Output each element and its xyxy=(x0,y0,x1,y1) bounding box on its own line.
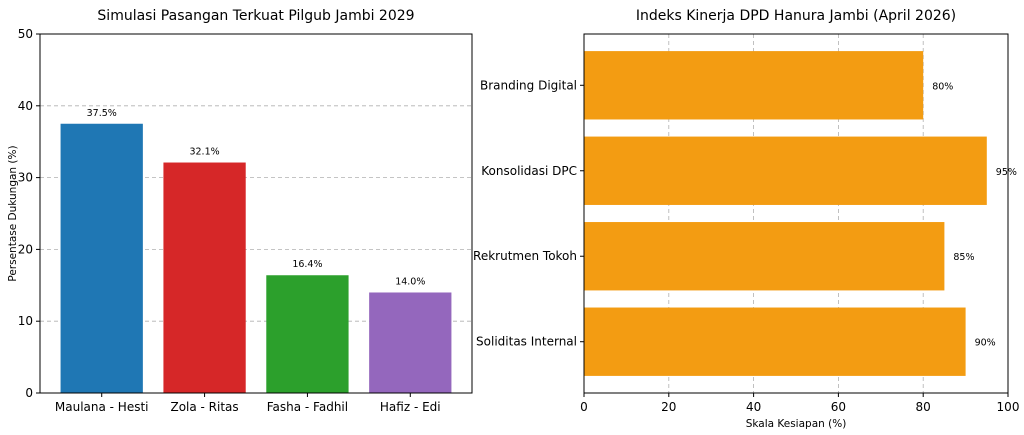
right-bar-data-label: 90% xyxy=(975,338,996,349)
right-bar xyxy=(584,307,966,376)
right-x-tick-label: 80 xyxy=(916,400,931,414)
left-x-tick-label: Hafiz - Edi xyxy=(380,400,441,414)
left-chart-title: Simulasi Pasangan Terkuat Pilgub Jambi 2… xyxy=(97,8,414,24)
left-bar-data-label: 37.5% xyxy=(87,108,117,119)
left-x-tick-label: Fasha - Fadhil xyxy=(267,400,348,414)
right-y-tick-label: Branding Digital xyxy=(480,78,577,92)
right-bar xyxy=(584,222,945,291)
right-chart-performance-index: Indeks Kinerja DPD Hanura Jambi (April 2… xyxy=(473,8,1019,430)
left-x-tick-label: Maulana - Hesti xyxy=(55,400,149,414)
left-y-tick-label: 10 xyxy=(18,314,33,328)
right-x-tick-label: 60 xyxy=(831,400,846,414)
right-x-tick-label: 20 xyxy=(661,400,676,414)
right-y-tick-label: Rekrutmen Tokoh xyxy=(473,249,577,263)
right-x-tick-label: 100 xyxy=(997,400,1020,414)
right-y-tick-label: Soliditas Internal xyxy=(476,335,577,349)
right-y-tick-label: Konsolidasi DPC xyxy=(481,164,577,178)
left-chart-support-simulation: Simulasi Pasangan Terkuat Pilgub Jambi 2… xyxy=(7,8,473,414)
left-y-tick-label: 50 xyxy=(18,27,33,41)
left-bar xyxy=(60,123,143,393)
left-y-tick-label: 40 xyxy=(18,99,33,113)
left-y-tick-label: 20 xyxy=(18,242,33,256)
right-bar-data-label: 80% xyxy=(932,81,953,92)
left-y-axis-label: Persentase Dukungan (%) xyxy=(7,145,19,281)
left-bar-data-label: 14.0% xyxy=(395,276,425,287)
right-x-axis-label: Skala Kesiapan (%) xyxy=(746,418,847,430)
left-plot-frame xyxy=(39,33,473,394)
right-bar-data-label: 85% xyxy=(953,252,974,263)
left-y-tick-label: 0 xyxy=(25,386,33,400)
right-bar xyxy=(584,136,987,205)
right-x-tick-label: 0 xyxy=(580,400,588,414)
left-x-tick-label: Zola - Ritas xyxy=(170,400,238,414)
left-bar-data-label: 16.4% xyxy=(292,259,322,270)
left-y-tick-label: 30 xyxy=(18,171,33,185)
left-bar-data-label: 32.1% xyxy=(189,147,219,158)
right-plot-frame xyxy=(583,33,1009,394)
right-bar-data-label: 95% xyxy=(996,167,1017,178)
right-bar xyxy=(584,51,924,120)
left-bar xyxy=(266,275,349,393)
left-bar xyxy=(369,292,452,393)
right-x-tick-label: 40 xyxy=(746,400,761,414)
left-bar xyxy=(163,162,246,393)
right-chart-title: Indeks Kinerja DPD Hanura Jambi (April 2… xyxy=(636,8,956,24)
